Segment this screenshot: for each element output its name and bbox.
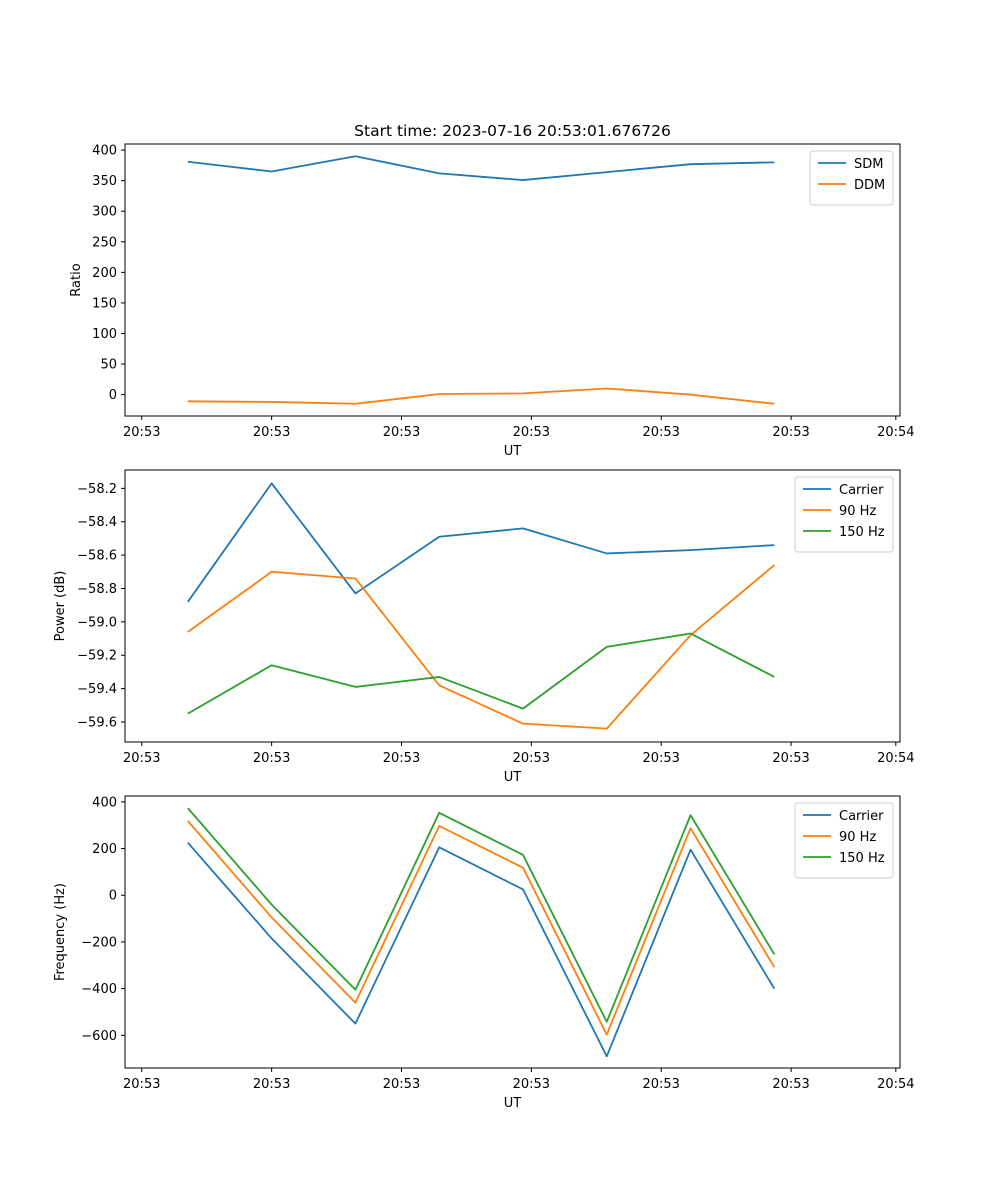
legend-label: SDM	[854, 157, 883, 172]
series-line-ddm	[187, 387, 775, 405]
x-axis-label: UT	[504, 1096, 522, 1111]
x-tick-label: 20:53	[123, 425, 160, 440]
y-tick-label: 250	[92, 235, 117, 250]
legend-label: Carrier	[839, 483, 884, 498]
series-line-90-hz	[187, 820, 776, 1036]
x-tick-label: 20:53	[383, 1077, 420, 1092]
y-tick-label: 400	[92, 795, 117, 810]
x-tick-label: 20:53	[253, 425, 290, 440]
axes-frame	[124, 795, 901, 1069]
legend: SDM DDM	[809, 150, 894, 206]
series-line-150-hz	[187, 807, 776, 1023]
y-tick-label: 200	[92, 842, 117, 857]
x-tick-label: 20:53	[642, 751, 679, 766]
y-tick-label: 150	[92, 296, 117, 311]
x-tick-label: 20:53	[513, 425, 550, 440]
x-tick-label: 20:54	[877, 1077, 914, 1092]
subplot-3: 20:53 20:53 20:53 20:53 20:53 20:53 20:54 400 20…	[53, 795, 915, 1111]
y-tick-label: −58.4	[77, 515, 117, 530]
series-line-sdm	[187, 155, 775, 181]
y-tick-label: 0	[109, 889, 117, 904]
x-tick-label: 20:53	[642, 1077, 679, 1092]
chart-title: Start time: 2023-07-16 20:53:01.676726	[354, 122, 671, 140]
x-axis-label: UT	[504, 770, 522, 785]
axes-frame	[124, 143, 901, 417]
y-tick-label: 100	[92, 327, 117, 342]
y-axis-label: Ratio	[69, 263, 84, 296]
y-tick-label: −58.6	[77, 549, 117, 564]
legend: Carrier 90 Hz 150 Hz	[794, 476, 894, 553]
x-tick-label: 20:53	[383, 751, 420, 766]
series-line-90-hz	[187, 564, 775, 730]
y-tick-label: −59.4	[77, 682, 117, 697]
legend-frame	[809, 150, 894, 206]
y-axis-label: Frequency (Hz)	[53, 883, 68, 981]
x-tick-label: 20:53	[513, 751, 550, 766]
series-line-carrier	[187, 842, 776, 1058]
y-tick-label: −600	[81, 1029, 117, 1044]
y-tick-label: 350	[92, 174, 117, 189]
y-tick-label: 200	[92, 266, 117, 281]
x-tick-label: 20:53	[513, 1077, 550, 1092]
y-tick-label: 400	[92, 144, 117, 159]
x-tick-label: 20:53	[253, 1077, 290, 1092]
legend-label: 90 Hz	[839, 504, 876, 519]
y-tick-label: −58.8	[77, 582, 117, 597]
legend-frame	[794, 802, 894, 879]
y-tick-label: −200	[81, 935, 117, 950]
legend-label: 150 Hz	[839, 525, 885, 540]
legend-frame	[794, 476, 894, 553]
x-tick-label: 20:53	[642, 425, 679, 440]
y-tick-label: 0	[109, 388, 117, 403]
x-tick-label: 20:53	[383, 425, 420, 440]
x-tick-label: 20:54	[877, 425, 914, 440]
y-tick-label: 50	[100, 358, 117, 373]
y-tick-label: −59.6	[77, 715, 117, 730]
x-tick-label: 20:53	[772, 425, 809, 440]
legend-label: 150 Hz	[839, 851, 885, 866]
subplot-2: 20:53 20:53 20:53 20:53 20:53 20:53 20:54 −58.2…	[53, 469, 915, 785]
subplot-1: 20:53 20:53 20:53 20:53 20:53 20:53 20:54 0 50 10…	[69, 122, 915, 459]
y-tick-label: −59.2	[77, 649, 117, 664]
y-tick-label: −59.0	[77, 615, 117, 630]
legend-label: 90 Hz	[839, 830, 876, 845]
legend-label: DDM	[854, 178, 885, 193]
x-tick-label: 20:53	[772, 1077, 809, 1092]
series-line-150-hz	[187, 632, 775, 715]
legend: Carrier 90 Hz 150 Hz	[794, 802, 894, 879]
axes-frame	[124, 469, 901, 743]
x-axis-label: UT	[504, 444, 522, 459]
x-tick-label: 20:54	[877, 751, 914, 766]
y-tick-label: −400	[81, 982, 117, 997]
y-axis-label: Power (dB)	[53, 571, 68, 642]
x-tick-label: 20:53	[772, 751, 809, 766]
x-tick-label: 20:53	[123, 1077, 160, 1092]
x-tick-label: 20:53	[123, 751, 160, 766]
legend-label: Carrier	[839, 809, 884, 824]
y-tick-label: −58.2	[77, 482, 117, 497]
y-tick-label: 300	[92, 205, 117, 220]
series-line-carrier	[187, 482, 775, 603]
x-tick-label: 20:53	[253, 751, 290, 766]
